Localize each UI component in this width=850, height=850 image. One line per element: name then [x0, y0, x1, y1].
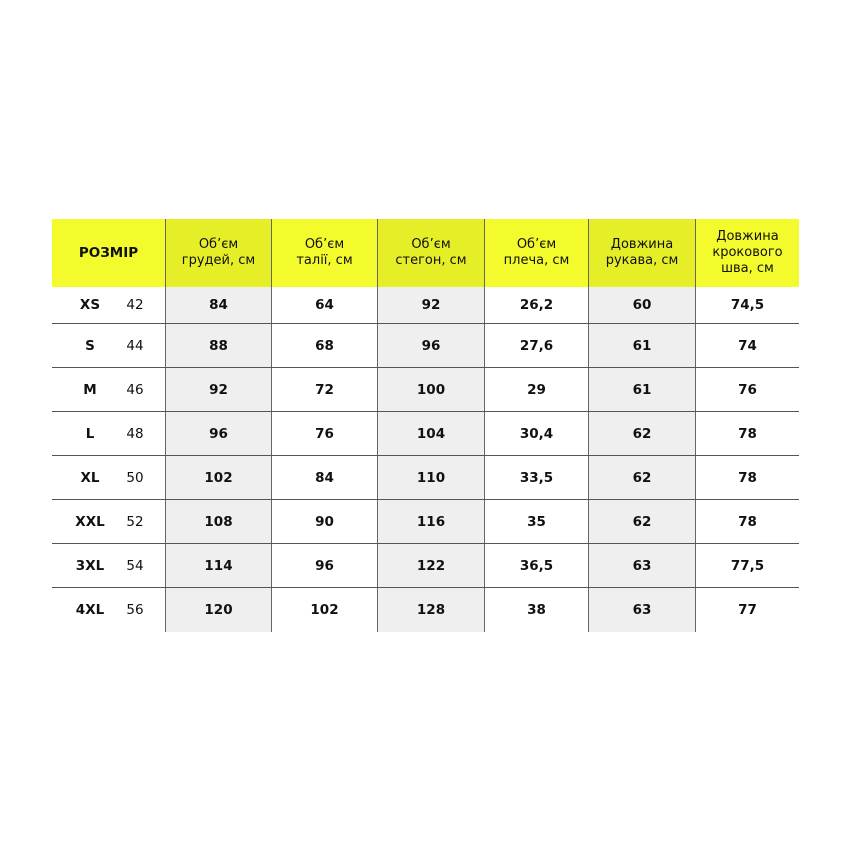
chest-cell: 102 — [165, 456, 271, 499]
size-label: XL — [80, 469, 100, 486]
sleeve-length-cell: 61 — [588, 368, 695, 411]
table-row: S 44 88 68 96 27,6 61 74 — [52, 324, 799, 368]
header-hips: Об’єм стегон, см — [377, 219, 484, 287]
chest-cell: 114 — [165, 544, 271, 587]
size-number: 52 — [126, 513, 144, 530]
table-row: 4XL 56 120 102 128 38 63 77 — [52, 588, 799, 632]
chest-cell: 96 — [165, 412, 271, 455]
inseam-cell: 74,5 — [695, 287, 799, 323]
sleeve-length-cell: 62 — [588, 456, 695, 499]
size-cell: M 46 — [52, 368, 165, 411]
chest-cell: 84 — [165, 287, 271, 323]
size-label: S — [85, 337, 95, 354]
inseam-cell: 78 — [695, 456, 799, 499]
shoulder-cell: 29 — [484, 368, 588, 411]
sleeve-length-cell: 63 — [588, 588, 695, 632]
waist-cell: 64 — [271, 287, 377, 323]
size-number: 42 — [126, 297, 144, 313]
chest-cell: 88 — [165, 324, 271, 367]
shoulder-cell: 26,2 — [484, 287, 588, 323]
header-row: РОЗМІР Об’єм грудей, см Об’єм талії, см Об’… — [52, 219, 799, 287]
sleeve-length-cell: 62 — [588, 412, 695, 455]
size-cell: 3XL 54 — [52, 544, 165, 587]
size-number: 54 — [126, 557, 144, 574]
table-row: XL 50 102 84 110 33,5 62 78 — [52, 456, 799, 500]
header-chest: Об’єм грудей, см — [165, 219, 271, 287]
table-row: L 48 96 76 104 30,4 62 78 — [52, 412, 799, 456]
size-cell: 4XL 56 — [52, 588, 165, 632]
table-row: XS 42 84 64 92 26,2 60 74,5 — [52, 287, 799, 324]
size-label: XXL — [75, 513, 105, 530]
sleeve-length-cell: 61 — [588, 324, 695, 367]
size-label: L — [85, 425, 95, 442]
shoulder-cell: 36,5 — [484, 544, 588, 587]
size-number: 50 — [126, 469, 144, 486]
inseam-cell: 77 — [695, 588, 799, 632]
waist-cell: 72 — [271, 368, 377, 411]
shoulder-cell: 30,4 — [484, 412, 588, 455]
chest-cell: 108 — [165, 500, 271, 543]
hips-cell: 92 — [377, 287, 484, 323]
table-row: M 46 92 72 100 29 61 76 — [52, 368, 799, 412]
sleeve-length-cell: 63 — [588, 544, 695, 587]
inseam-cell: 78 — [695, 412, 799, 455]
header-waist: Об’єм талії, см — [271, 219, 377, 287]
inseam-cell: 74 — [695, 324, 799, 367]
header-inseam: Довжина крокового шва, см — [695, 219, 799, 287]
size-cell: XS 42 — [52, 287, 165, 323]
size-label: 4XL — [75, 602, 105, 618]
waist-cell: 90 — [271, 500, 377, 543]
inseam-cell: 77,5 — [695, 544, 799, 587]
size-number: 46 — [126, 381, 144, 398]
size-chart-table: РОЗМІР Об’єм грудей, см Об’єм талії, см Об’… — [52, 219, 799, 632]
size-label: M — [83, 381, 97, 398]
table-row: 3XL 54 114 96 122 36,5 63 77,5 — [52, 544, 799, 588]
size-cell: XL 50 — [52, 456, 165, 499]
size-cell: XXL 52 — [52, 500, 165, 543]
chest-cell: 92 — [165, 368, 271, 411]
inseam-cell: 78 — [695, 500, 799, 543]
waist-cell: 68 — [271, 324, 377, 367]
chest-cell: 120 — [165, 588, 271, 632]
hips-cell: 96 — [377, 324, 484, 367]
size-cell: S 44 — [52, 324, 165, 367]
hips-cell: 110 — [377, 456, 484, 499]
waist-cell: 102 — [271, 588, 377, 632]
hips-cell: 122 — [377, 544, 484, 587]
size-label: 3XL — [75, 557, 105, 574]
header-shoulder: Об’єм плеча, см — [484, 219, 588, 287]
hips-cell: 116 — [377, 500, 484, 543]
shoulder-cell: 35 — [484, 500, 588, 543]
size-label: XS — [79, 297, 101, 313]
hips-cell: 104 — [377, 412, 484, 455]
hips-cell: 100 — [377, 368, 484, 411]
table-row: XXL 52 108 90 116 35 62 78 — [52, 500, 799, 544]
waist-cell: 96 — [271, 544, 377, 587]
shoulder-cell: 27,6 — [484, 324, 588, 367]
header-sleeve-length: Довжина рукава, см — [588, 219, 695, 287]
header-size: РОЗМІР — [78, 245, 139, 261]
size-cell: L 48 — [52, 412, 165, 455]
size-number: 56 — [126, 602, 144, 618]
shoulder-cell: 33,5 — [484, 456, 588, 499]
waist-cell: 84 — [271, 456, 377, 499]
size-number: 48 — [126, 425, 144, 442]
size-number: 44 — [126, 337, 144, 354]
shoulder-cell: 38 — [484, 588, 588, 632]
waist-cell: 76 — [271, 412, 377, 455]
hips-cell: 128 — [377, 588, 484, 632]
sleeve-length-cell: 60 — [588, 287, 695, 323]
sleeve-length-cell: 62 — [588, 500, 695, 543]
inseam-cell: 76 — [695, 368, 799, 411]
